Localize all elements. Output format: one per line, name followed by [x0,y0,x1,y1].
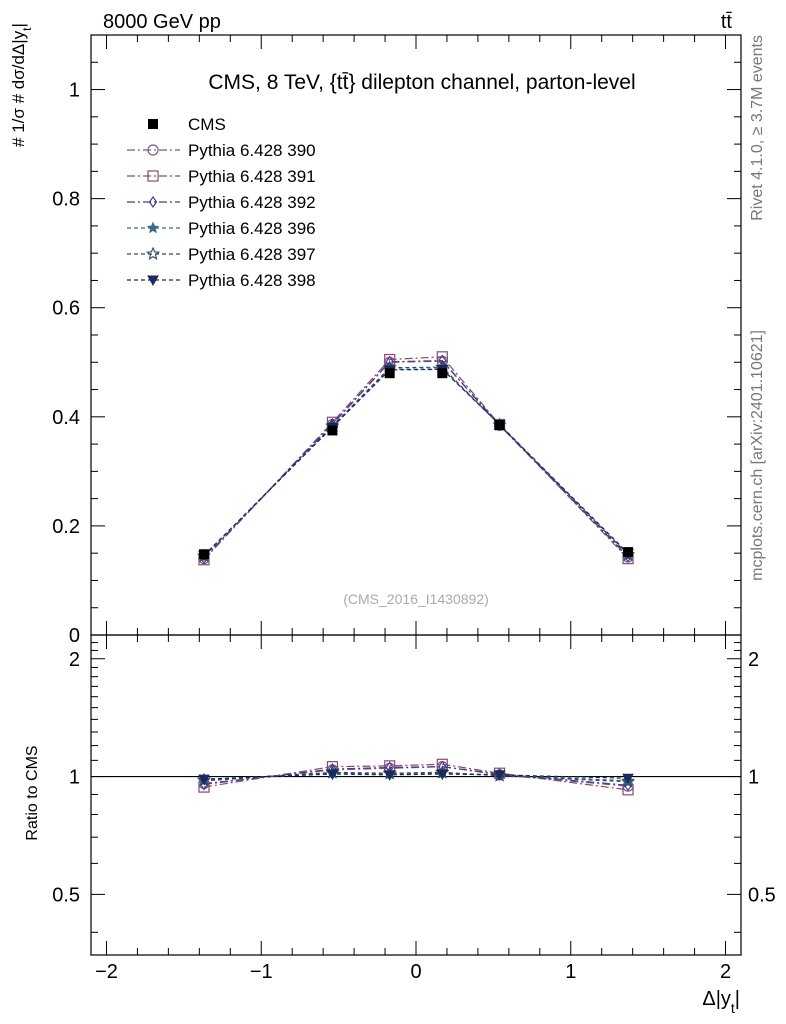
chart-title: CMS, 8 TeV, {tt̄} dilepton channel, part… [208,71,635,94]
ratio-panel-frame [90,634,742,956]
legend-marker [147,170,159,182]
series-pythia-6-428-397-ratio-point [620,774,636,788]
series-pythia-6-428-392-ratio-line [203,766,629,786]
cms-data-point [623,547,634,558]
ratio-ticks [91,635,741,955]
series-pythia-6-428-398-ratio-point [622,773,634,785]
cms-data-point [327,425,338,436]
legend-marker [146,221,160,234]
x-tick-label: 1 [565,961,576,983]
y-tick-label: 0.8 [52,189,80,211]
legend-label: Pythia 6.428 391 [188,167,316,186]
series-pythia-6-428-397-line [203,366,629,557]
series-pythia-6-428-398-line [203,368,629,556]
legend-marker [147,275,159,287]
ratio-tick-labels: 0.5 0.5 1 1 2 2 [52,649,776,907]
ratio-tick-label-right: 0.5 [748,884,776,906]
ratio-tick-label-left: 2 [69,649,80,671]
series-pythia-6-428-392-line [203,360,629,559]
x-tick-label: 0 [410,961,421,983]
rivet-label: Rivet 4.1.0, ≥ 3.7M events [749,35,766,221]
series-pythia-6-428-397-ratio-line [203,771,629,783]
legend-label-cms: CMS [188,115,226,134]
series-pythia-6-428-396-line [203,368,629,557]
main-series [196,351,636,566]
legend-label: Pythia 6.428 392 [188,193,316,212]
x-tick-label: −1 [250,961,273,983]
legend-label: Pythia 6.428 390 [188,141,316,160]
cms-data-point [494,420,505,430]
series-pythia-6-428-398-ratio-point [326,769,339,781]
analysis-watermark: (CMS_2016_I1430892) [343,591,489,607]
series-pythia-6-428-391-line [203,356,629,561]
legend-label: Pythia 6.428 398 [188,271,316,290]
y-tick-label: 1 [69,80,80,102]
cms-data-point [384,368,395,379]
series-pythia-6-428-390-line [203,360,629,560]
ratio-tick-label-left: 1 [69,767,80,789]
mcplots-label: mcplots.cern.ch [arXiv:2401.10621] [749,330,766,581]
legend-marker-cms [148,119,158,129]
x-tick-label: −2 [95,961,118,983]
legend-marker [148,195,158,209]
cms-data-point [437,368,448,379]
ratio-series [196,758,636,796]
ratio-tick-label-right: 1 [748,767,759,789]
x-axis-label: Δ|yt| [702,988,740,1016]
series-pythia-6-428-398-ratio-point [493,770,506,781]
series-pythia-6-428-391-ratio-line [203,763,629,791]
legend-label: Pythia 6.428 396 [188,219,316,238]
y-tick-labels: 0 0.2 0.4 0.6 0.8 1 [52,80,80,647]
legend: CMS Pythia 6.428 390 Pythia 6.428 391 Pythi… [127,115,316,290]
series-pythia-6-428-398-ratio-point [198,774,210,786]
x-tick-label: 2 [720,961,731,983]
cms-data-point [198,549,209,560]
ratio-tick-label-left: 0.5 [52,884,80,906]
y-axis-label: # 1/σ # dσ/dΔ|yt| [9,23,34,147]
ratio-tick-label-right: 2 [748,649,759,671]
header-channel: tt̄ [721,11,733,33]
series-pythia-6-428-398-ratio-point [436,769,449,781]
x-tick-labels: −2 −1 0 1 2 [95,961,731,983]
main-ticks [91,34,741,636]
y-tick-label: 0.2 [52,516,80,538]
series-pythia-6-428-398-ratio-line [203,773,629,780]
y-tick-label: 0.6 [52,298,80,320]
legend-marker [147,144,159,156]
series-pythia-6-428-398-ratio-point [383,770,396,781]
y-tick-label: 0 [69,625,80,647]
ratio-y-axis-label: Ratio to CMS [24,745,41,840]
legend-label: Pythia 6.428 397 [188,245,316,264]
header-process: 8000 GeV pp [103,11,221,33]
legend-marker [145,246,161,261]
y-tick-label: 0.4 [52,407,80,429]
